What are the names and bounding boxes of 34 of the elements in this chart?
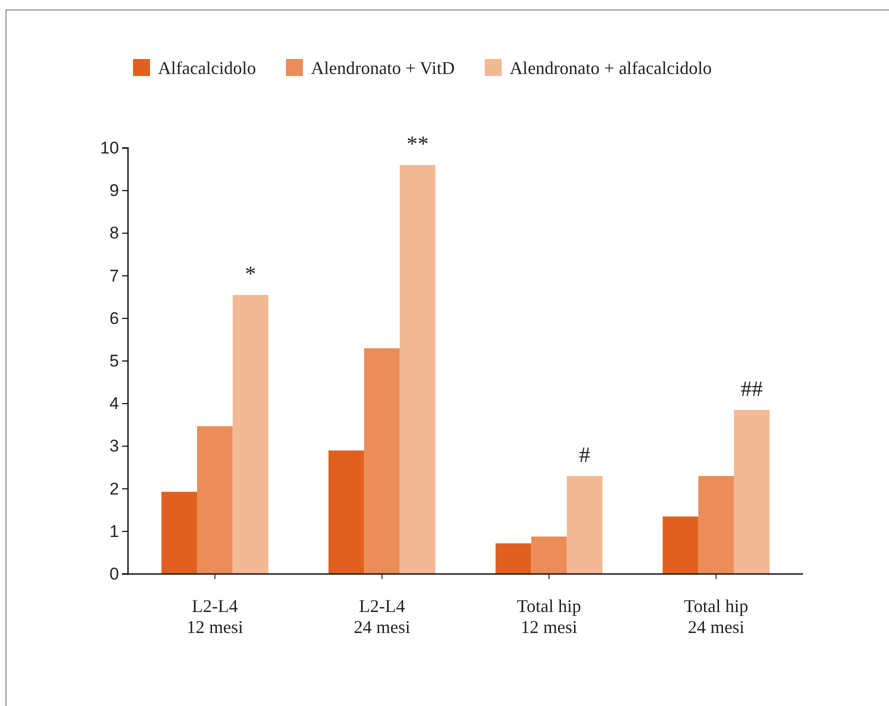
bar [400,165,436,574]
bar [197,426,233,574]
y-tick-label: 10 [100,138,119,158]
y-tick-label: 9 [110,181,119,200]
x-tick-label: L2-L4 12 mesi [186,596,244,637]
annotation: # [579,442,590,468]
y-tick-label: 1 [110,522,119,541]
annotation: ** [406,131,429,156]
bar [531,536,567,574]
bar [496,543,532,574]
bar [662,516,698,574]
bar [698,476,734,574]
annotation: * [245,260,256,286]
annotation: ## [740,376,763,401]
x-tick-label: Total hip 24 mesi [684,596,748,637]
y-tick-label: 0 [110,564,119,584]
y-tick-label: 4 [110,394,119,414]
bar [734,410,770,574]
x-tick-label: Total hip 12 mesi [516,596,582,637]
bar [364,348,400,574]
legend-label: Alfacalcidolo [158,58,256,78]
bar [566,476,603,574]
bar [161,492,198,574]
y-tick-label: 3 [110,436,119,456]
legend-label: Alendronato + VitD [310,58,455,78]
y-tick-label: 2 [110,479,119,498]
x-tick-label: L2-L4 24 mesi [354,596,410,637]
y-tick-label: 5 [110,351,119,370]
bar [232,294,268,574]
legend-label: Alendronato + alfacalcidolo [510,58,712,78]
bar [328,450,364,574]
y-tick-label: 6 [110,308,119,328]
y-tick-label: 7 [110,266,119,286]
y-tick-label: 8 [110,224,119,243]
